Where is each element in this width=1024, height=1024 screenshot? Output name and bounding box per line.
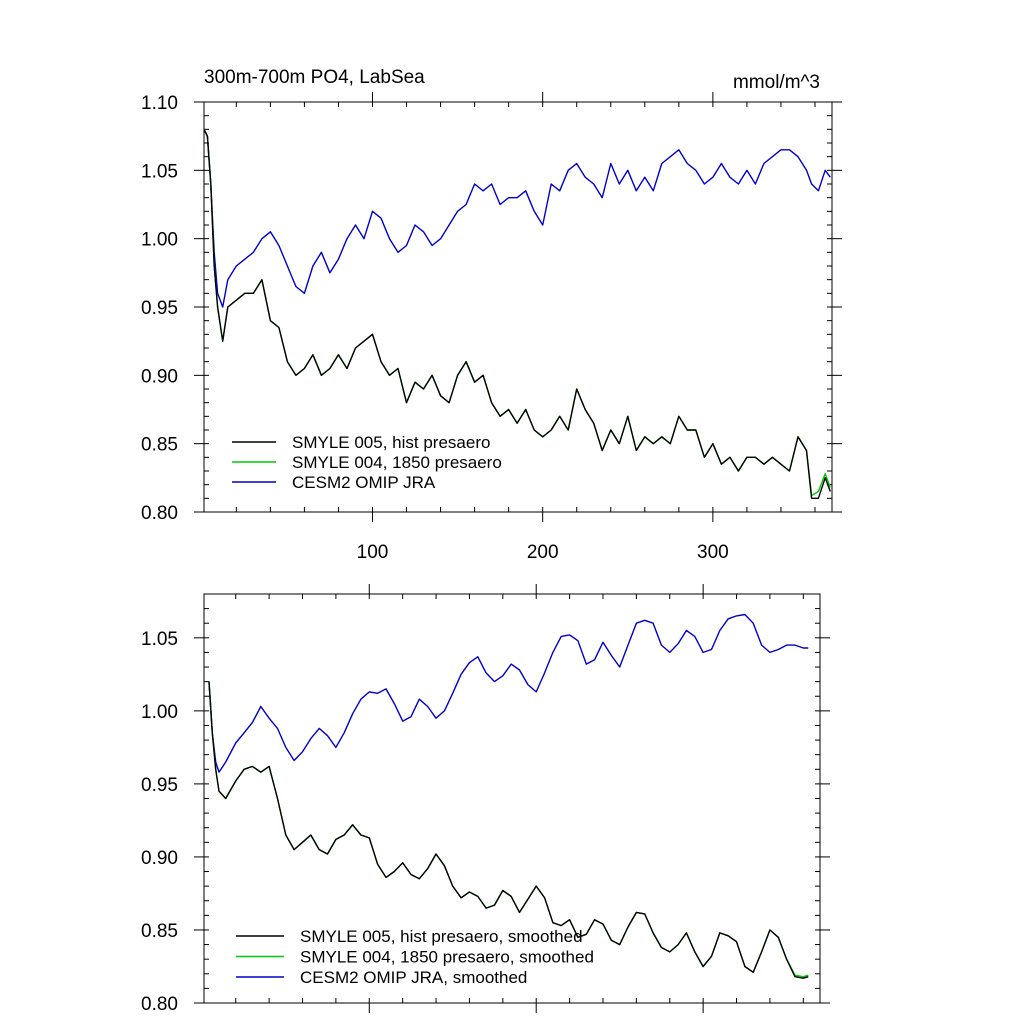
legend-label: SMYLE 004, 1850 presaero, smoothed — [300, 948, 594, 967]
y-tick-label: 0.90 — [141, 366, 178, 387]
y-tick-label: 0.90 — [141, 848, 178, 869]
y-tick-label: 0.80 — [141, 994, 178, 1015]
y-tick-label: 0.85 — [141, 921, 178, 942]
series-line-0 — [204, 128, 831, 499]
series-line-0 — [208, 681, 809, 979]
y-tick-label: 1.05 — [141, 161, 178, 182]
x-tick-label: 300 — [697, 542, 729, 563]
y-tick-label: 1.00 — [141, 230, 178, 251]
legend-label: CESM2 OMIP JRA, smoothed — [300, 968, 527, 987]
y-tick-label: 1.10 — [141, 93, 178, 114]
y-tick-label: 0.80 — [141, 503, 178, 524]
series-line-2 — [208, 613, 809, 773]
y-tick-label: 0.85 — [141, 435, 178, 456]
y-tick-label: 0.95 — [141, 298, 178, 319]
x-tick-label: 100 — [357, 542, 389, 563]
y-tick-label: 1.00 — [141, 702, 178, 723]
legend-label: SMYLE 005, hist presaero, smoothed — [300, 927, 583, 946]
y-tick-label: 1.05 — [141, 629, 178, 650]
x-tick-label: 200 — [527, 542, 559, 563]
legend-label: SMYLE 004, 1850 presaero — [292, 453, 502, 472]
top-panel: 100 200 300 0.80 0.85 0.90 0.95 1.00 1.05 1.10 300… — [141, 67, 842, 563]
chart-title: 300m-700m PO4, LabSea — [204, 67, 425, 88]
y-tick-label: 0.95 — [141, 775, 178, 796]
legend-label: SMYLE 005, hist presaero — [292, 433, 490, 452]
series-line-2 — [204, 128, 831, 308]
legend-label: CESM2 OMIP JRA — [292, 473, 436, 492]
bottom-panel: 0.80 0.85 0.90 0.95 1.00 1.05 SMYLE 005, hist … — [141, 584, 830, 1015]
units-label: mmol/m^3 — [733, 72, 820, 93]
